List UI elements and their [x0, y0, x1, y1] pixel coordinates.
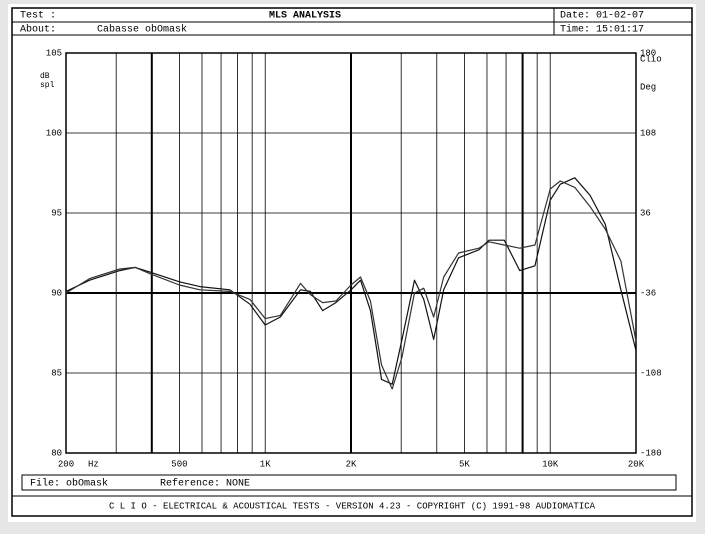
x-tick-label: 2K — [346, 459, 357, 469]
y-tick-label: 90 — [51, 288, 62, 298]
x-tick-label: 200 — [58, 459, 74, 469]
y-axis-label: spl — [40, 81, 55, 90]
y2-tick-label: -36 — [640, 288, 656, 298]
y2-axis-label: Deg — [640, 82, 656, 92]
copyright: C L I O - ELECTRICAL & ACOUSTICAL TESTS … — [109, 501, 596, 511]
x-tick-label: 10K — [542, 459, 559, 469]
y-tick-label: 105 — [46, 48, 62, 58]
reference: Reference: NONE — [160, 478, 250, 490]
x-tick-label: 5K — [459, 459, 470, 469]
y-tick-label: 85 — [51, 368, 62, 378]
subject: Cabasse obOmask — [97, 24, 187, 36]
y-tick-label: 95 — [51, 208, 62, 218]
about-label: About: — [20, 24, 56, 36]
test-label: Test : — [20, 11, 56, 22]
y2-tick-label: 180 — [640, 48, 656, 58]
outer-frame — [11, 7, 693, 517]
chart-title: MLS ANALYSIS — [269, 11, 341, 22]
time: Time: 15:01:17 — [560, 24, 644, 36]
x-axis-unit: Hz — [88, 459, 99, 469]
x-tick-label: 500 — [171, 459, 187, 469]
file: File: obOmask — [30, 478, 108, 490]
y2-tick-label: -180 — [640, 448, 662, 458]
y-axis-label: dB — [40, 72, 50, 81]
file-box — [21, 474, 677, 491]
y-tick-label: 80 — [51, 448, 62, 458]
y2-tick-label: -108 — [640, 368, 662, 378]
y2-tick-label: 36 — [640, 208, 651, 218]
y2-tick-label: 108 — [640, 128, 656, 138]
date: Date: 01-02-07 — [560, 11, 644, 22]
y-tick-label: 100 — [46, 128, 62, 138]
x-tick-label: 1K — [260, 459, 271, 469]
y2-axis-label: Clio — [640, 54, 662, 64]
response-curve — [65, 180, 637, 390]
x-tick-label: 20K — [628, 459, 645, 469]
plot: 80 85 90 95 100 105 -180 -108 -36 36 108 180 200 500 1… — [40, 48, 662, 469]
response-curve — [65, 177, 637, 385]
